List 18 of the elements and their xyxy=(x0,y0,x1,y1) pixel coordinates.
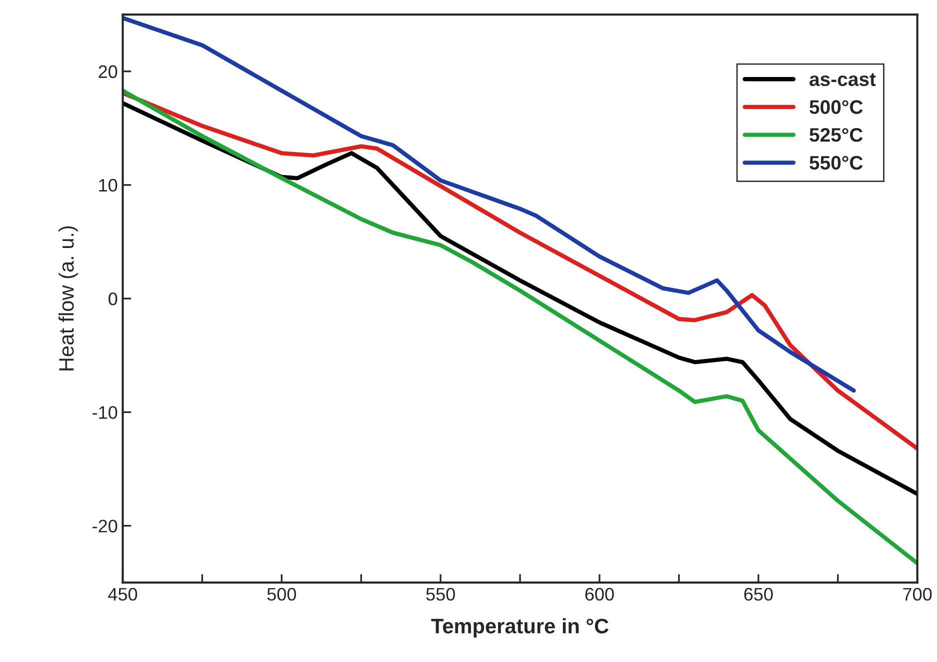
y-tick-label: -10 xyxy=(92,406,118,419)
x-axis-title: Temperature in °C xyxy=(431,618,609,638)
x-tick-label: 500 xyxy=(267,588,296,601)
y-axis-title: Heat flow (a. u.) xyxy=(58,226,78,370)
y-tick-label: 0 xyxy=(108,292,118,306)
x-tick-label: 600 xyxy=(585,588,614,601)
x-tick-label: 550 xyxy=(426,588,455,601)
y-tick-label: 10 xyxy=(99,178,118,192)
x-tick-label: 450 xyxy=(108,588,138,601)
legend-label: 525°C xyxy=(810,128,863,142)
x-tick-label: 700 xyxy=(903,588,932,601)
line-series xyxy=(122,88,918,566)
legend-label: as-cast xyxy=(810,73,876,86)
legend-label: 550°C xyxy=(810,156,863,170)
y-tick-label: 20 xyxy=(98,65,118,78)
legend-label: 500°C xyxy=(810,100,863,114)
y-tick-label: -20 xyxy=(92,520,118,532)
x-tick-label: 650 xyxy=(744,588,773,601)
